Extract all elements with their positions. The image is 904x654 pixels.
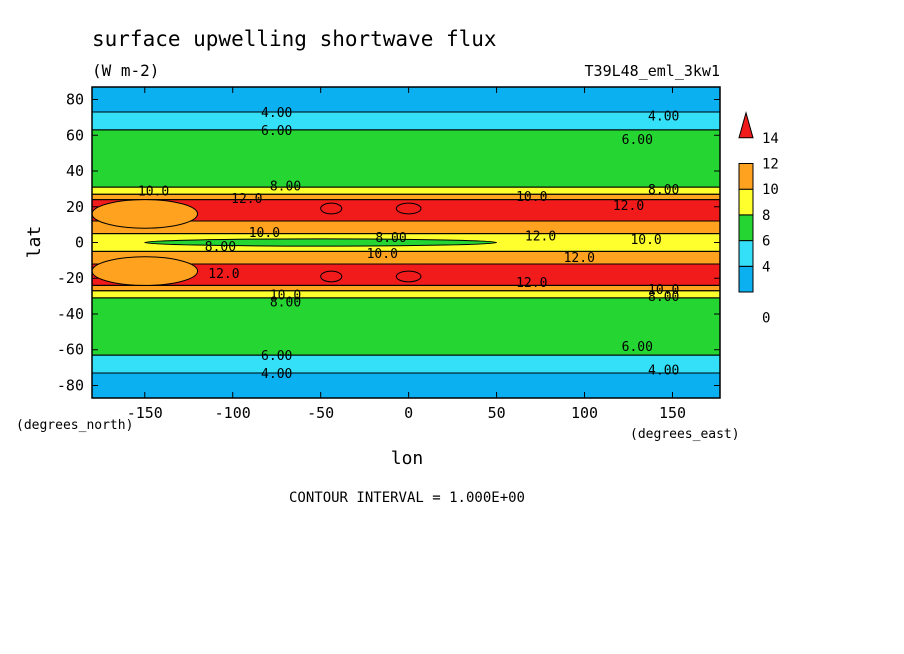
colorbar-tick-label: 12 <box>762 157 779 173</box>
chart-units: (W m-2) <box>92 61 159 80</box>
colorbar: 0 4 6 8 10 12 14 <box>738 110 779 327</box>
colorbar-segment <box>738 188 754 216</box>
contour-label: 10.0 <box>516 190 547 205</box>
flux-patch <box>395 202 422 215</box>
contour-label: 12.0 <box>564 251 595 266</box>
flux-patch <box>92 199 199 229</box>
flux-band <box>92 221 720 234</box>
y-units-label: (degrees_north) <box>16 418 133 433</box>
y-tick-label: -60 <box>57 341 84 359</box>
contour-label: 12.0 <box>208 267 239 282</box>
flux-patch <box>320 270 343 283</box>
x-tick-label: 150 <box>659 404 686 422</box>
colorbar-segment <box>738 240 754 267</box>
colorbar-tick-label: 6 <box>762 234 770 250</box>
contour-label: 12.0 <box>613 199 644 214</box>
contour-label: 10.0 <box>630 233 661 248</box>
contour-label: 8.00 <box>648 290 679 305</box>
contour-label: 4.00 <box>261 106 292 121</box>
y-axis-label: lat <box>24 226 45 259</box>
chart-title: surface upwelling shortwave flux <box>92 27 497 51</box>
contour-label: 10.0 <box>249 226 280 241</box>
contour-label: 8.00 <box>375 231 406 246</box>
flux-band <box>92 87 720 113</box>
x-tick-label: 0 <box>404 404 413 422</box>
flux-band <box>92 290 720 298</box>
y-tick-label: 20 <box>66 198 84 216</box>
contour-label: 4.00 <box>261 367 292 382</box>
x-tick-label: 100 <box>571 404 598 422</box>
contour-label: 8.00 <box>270 295 301 310</box>
y-tick-label: -80 <box>57 376 84 394</box>
y-tick-label: 60 <box>66 126 84 144</box>
x-axis-label: lon <box>391 448 424 469</box>
contour-label: 10.0 <box>648 283 679 298</box>
run-id-label: T39L48_eml_3kw1 <box>585 62 720 80</box>
flux-band <box>92 297 720 356</box>
flux-patch <box>144 238 498 247</box>
flux-band <box>92 285 720 291</box>
flux-patch <box>395 270 422 283</box>
colorbar-tick-label: 8 <box>762 208 770 224</box>
axes: -150 -100 -50 0 50 100 150 -80 -60 -40 -20 0 20 40 60 8… <box>57 87 720 422</box>
flux-band <box>92 372 720 398</box>
y-tick-label: 0 <box>75 234 84 252</box>
y-tick-label: 40 <box>66 162 84 180</box>
contour-label: 6.00 <box>261 124 292 139</box>
contour-label: 6.00 <box>622 133 653 148</box>
colorbar-segment <box>738 214 754 242</box>
x-tick-label: -100 <box>215 404 251 422</box>
colorbar-tick-label: 10 <box>762 182 779 198</box>
contour-label: 8.00 <box>648 183 679 198</box>
y-tick-label: 80 <box>66 91 84 109</box>
colorbar-tick-label: 0 <box>762 311 770 327</box>
flux-band <box>92 112 720 130</box>
flux-band <box>92 355 720 373</box>
contour-label: 12.0 <box>231 192 262 207</box>
y-tick-label: -40 <box>57 305 84 323</box>
contour-label: 10.0 <box>270 288 301 303</box>
contour-label: 10.0 <box>138 185 169 200</box>
contour-label: 6.00 <box>622 340 653 355</box>
colorbar-segment <box>738 265 754 293</box>
flux-band <box>92 251 720 264</box>
contour-label: 4.00 <box>648 363 679 378</box>
flux-patch <box>92 256 199 286</box>
x-tick-label: -150 <box>127 404 163 422</box>
contour-label: 12.0 <box>525 229 556 244</box>
colorbar-segment <box>738 163 754 190</box>
x-units-label: (degrees_east) <box>630 427 740 442</box>
colorbar-tick-label: 4 <box>762 259 770 275</box>
colorbar-tick-label: 14 <box>762 131 779 147</box>
flux-patch <box>320 202 343 215</box>
flux-band <box>92 194 720 200</box>
x-tick-label: 50 <box>488 404 506 422</box>
colorbar-extension-arrow <box>738 110 754 139</box>
contour-label: 8.00 <box>270 179 301 194</box>
flux-band <box>92 187 720 195</box>
y-tick-label: -20 <box>57 269 84 287</box>
contour-label: 10.0 <box>367 247 398 262</box>
contour-label: 4.00 <box>648 110 679 125</box>
flux-band <box>92 129 720 188</box>
x-tick-label: -50 <box>307 404 334 422</box>
contour-label: 6.00 <box>261 349 292 364</box>
contour-interval-note: CONTOUR INTERVAL = 1.000E+00 <box>289 490 525 506</box>
contour-label: 8.00 <box>205 240 236 255</box>
contour-label: 12.0 <box>516 276 547 291</box>
